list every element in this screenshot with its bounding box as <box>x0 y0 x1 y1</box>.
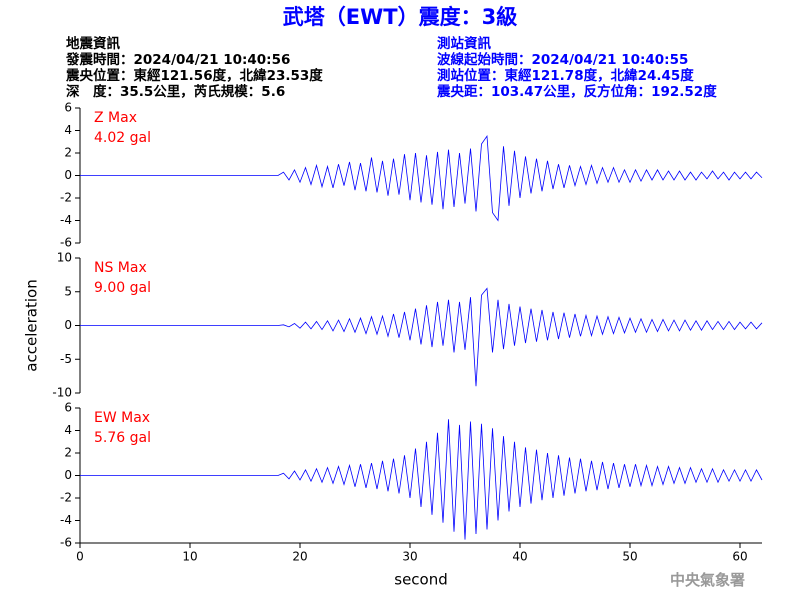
y-tick-label: 0 <box>64 168 72 182</box>
chart-title: 武塔（EWT）震度：3級 <box>283 5 517 29</box>
waveform <box>80 134 763 222</box>
y-tick-label: -2 <box>60 191 72 205</box>
y-tick-label: 6 <box>64 101 72 115</box>
y-tick-label: 2 <box>64 146 72 160</box>
annotation: 5.76 gal <box>94 430 151 446</box>
x-tick-label: 40 <box>512 550 527 564</box>
y-tick-label: -4 <box>60 213 72 227</box>
y-tick-label: 10 <box>57 251 72 265</box>
y-tick-label: 4 <box>64 123 72 137</box>
x-tick-label: 50 <box>622 550 637 564</box>
x-tick-label: 10 <box>182 550 197 564</box>
info-line: 地震資訊 <box>66 35 120 52</box>
y-tick-label: 5 <box>64 284 72 298</box>
waveform <box>80 287 763 387</box>
y-tick-label: -5 <box>60 352 72 366</box>
info-line: 深 度：35.5公里，芮氏規模：5.6 <box>66 83 285 100</box>
info-line: 震央距：103.47公里，反方位角：192.52度 <box>436 83 717 100</box>
info-line: 震央位置：東經121.56度，北緯23.53度 <box>65 67 323 84</box>
y-tick-label: 0 <box>64 468 72 482</box>
footer: 中央氣象署 <box>670 571 745 589</box>
info-line: 測站位置：東經121.78度，北緯24.45度 <box>437 67 694 84</box>
annotation: 9.00 gal <box>94 280 151 296</box>
info-line: 測站資訊 <box>437 35 491 52</box>
x-tick-label: 20 <box>292 550 307 564</box>
y-tick-label: -6 <box>60 236 72 250</box>
y-tick-label: 2 <box>64 446 72 460</box>
x-tick-label: 0 <box>76 550 84 564</box>
info-line: 波線起始時間：2024/04/21 10:40:55 <box>437 51 688 68</box>
annotation: NS Max <box>94 260 147 276</box>
y-axis-label: acceleration <box>23 279 41 371</box>
annotation: EW Max <box>94 410 150 426</box>
annotation: 4.02 gal <box>94 130 151 146</box>
annotation: Z Max <box>94 110 137 126</box>
y-tick-label: 6 <box>64 401 72 415</box>
x-tick-label: 60 <box>732 550 747 564</box>
info-line: 發震時間：2024/04/21 10:40:56 <box>65 51 290 68</box>
x-axis-label: second <box>394 571 448 589</box>
x-tick-label: 30 <box>402 550 417 564</box>
y-tick-label: -2 <box>60 491 72 505</box>
y-tick-label: -10 <box>52 386 72 400</box>
waveform <box>80 419 763 540</box>
y-tick-label: -6 <box>60 536 72 550</box>
y-tick-label: 4 <box>64 423 72 437</box>
y-tick-label: -4 <box>60 513 72 527</box>
y-tick-label: 0 <box>64 318 72 332</box>
